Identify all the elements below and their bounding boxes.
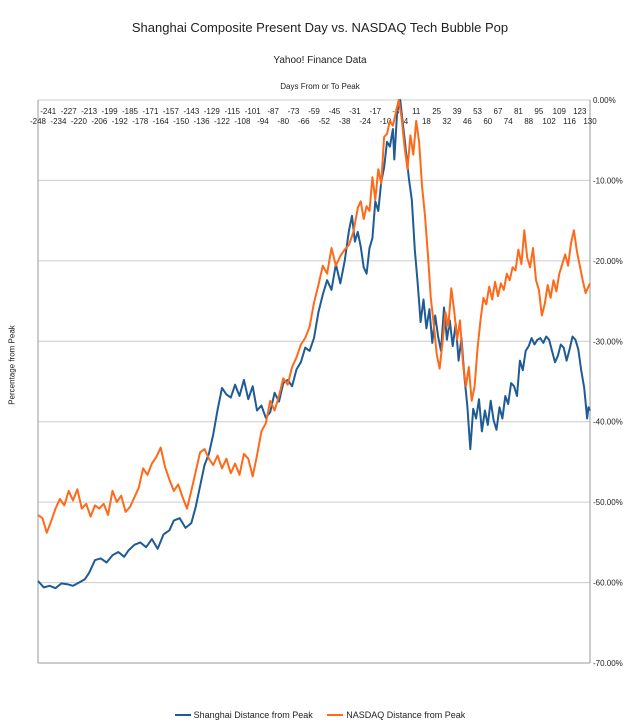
x-tick-label: 123	[573, 107, 587, 116]
x-tick-label: -80	[278, 117, 290, 126]
series-line-shanghai	[37, 99, 591, 590]
x-tick-label: 60	[483, 117, 492, 126]
y-tick-label: -40.00%	[593, 418, 623, 427]
x-tick-label: -164	[153, 117, 170, 126]
x-tick-label: -101	[245, 107, 262, 116]
x-tick-label: 32	[442, 117, 451, 126]
y-tick-label: -20.00%	[593, 257, 623, 266]
y-tick-label: -70.00%	[593, 659, 623, 668]
x-tick-label: -227	[61, 107, 78, 116]
y-tick-label: -60.00%	[593, 579, 623, 588]
x-tick-label: -234	[50, 117, 67, 126]
x-tick-label: 18	[422, 117, 431, 126]
x-tick-label: -129	[204, 107, 221, 116]
y-tick-label: -10.00%	[593, 176, 623, 185]
x-tick-label: -199	[102, 107, 119, 116]
x-tick-label: -122	[214, 117, 231, 126]
chart-title: Shanghai Composite Present Day vs. NASDA…	[131, 20, 509, 35]
x-tick-label: 25	[432, 107, 441, 116]
x-tick-label: 53	[473, 107, 482, 116]
legend-swatch-nasdaq	[327, 714, 344, 716]
x-tick-label: -115	[225, 107, 241, 116]
x-tick-label: 109	[553, 107, 567, 116]
x-tick-label: -213	[81, 107, 98, 116]
x-tick-label: -73	[288, 107, 300, 116]
x-tick-label: 88	[524, 117, 533, 126]
x-tick-label: -108	[234, 117, 251, 126]
y-tick-label: 0.00%	[593, 96, 616, 105]
legend-label-nasdaq: NASDAQ Distance from Peak	[346, 710, 466, 720]
x-tick-label: 116	[563, 117, 576, 126]
x-tick-label: -52	[318, 117, 330, 126]
x-tick-label: -136	[194, 117, 211, 126]
legend-swatch-shanghai	[174, 714, 191, 716]
chart-subtitle: Yahoo! Finance Data	[273, 55, 367, 66]
x-tick-label: 67	[494, 107, 503, 116]
grid-lines	[38, 99, 590, 664]
x-tick-label: -248	[30, 117, 47, 126]
x-tick-label: -185	[122, 107, 139, 116]
x-tick-label: -220	[71, 117, 88, 126]
legend: Shanghai Distance from Peak NASDAQ Dista…	[0, 708, 640, 720]
series-lines	[37, 99, 591, 590]
x-tick-label: -59	[308, 107, 320, 116]
x-tick-label: -171	[142, 107, 159, 116]
series-line-nasdaq	[37, 99, 591, 534]
x-tick-labels: -241 -227 -213 -199 -185 -171 -157 -143 -129 -115…	[30, 107, 597, 126]
x-tick-label: -31	[349, 107, 361, 116]
x-tick-label: 11	[412, 107, 421, 116]
x-tick-label: -143	[183, 107, 200, 116]
legend-item-shanghai: Shanghai Distance from Peak	[174, 710, 313, 720]
x-tick-label: -38	[339, 117, 351, 126]
x-tick-label: -45	[329, 107, 341, 116]
x-tick-label: 102	[542, 117, 556, 126]
x-tick-label: -241	[40, 107, 57, 116]
x-tick-label: -24	[359, 117, 371, 126]
y-tick-label: -50.00%	[593, 498, 623, 507]
x-tick-label: -66	[298, 117, 310, 126]
legend-item-nasdaq: NASDAQ Distance from Peak	[327, 710, 465, 720]
y-tick-label: -30.00%	[593, 337, 623, 346]
x-tick-label: -10	[380, 117, 392, 126]
x-tick-label: 95	[534, 107, 543, 116]
x-tick-label: 39	[453, 107, 462, 116]
y-tick-labels: 0.00% -10.00% -20.00% -30.00% -40.00% -50.00%…	[593, 96, 623, 668]
legend-label-shanghai: Shanghai Distance from Peak	[193, 710, 313, 720]
x-tick-label: 4	[404, 117, 409, 126]
x-tick-label: -206	[91, 117, 108, 126]
x-tick-label: -94	[257, 117, 269, 126]
x-tick-label: 81	[514, 107, 523, 116]
x-tick-label: -150	[173, 117, 190, 126]
x-tick-label: 74	[504, 117, 513, 126]
x-axis-title: Days From or To Peak	[280, 82, 360, 91]
x-tick-label: -192	[112, 117, 129, 126]
x-tick-label: -157	[163, 107, 180, 116]
x-tick-label: -17	[370, 107, 382, 116]
axes	[37, 100, 591, 664]
x-tick-label: -87	[267, 107, 279, 116]
x-tick-label: 130	[583, 117, 597, 126]
x-tick-label: -178	[132, 117, 149, 126]
x-tick-label: 46	[463, 117, 472, 126]
